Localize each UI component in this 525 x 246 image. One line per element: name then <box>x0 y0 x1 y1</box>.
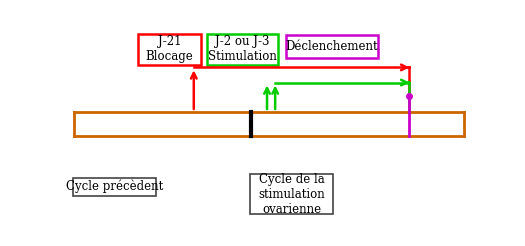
FancyBboxPatch shape <box>73 178 156 196</box>
Text: Cycle de la
stimulation
ovarienne: Cycle de la stimulation ovarienne <box>258 173 325 216</box>
Text: Déclenchement: Déclenchement <box>286 40 379 53</box>
Text: J-21
Blocage: J-21 Blocage <box>145 35 193 63</box>
FancyBboxPatch shape <box>286 35 378 58</box>
FancyBboxPatch shape <box>138 34 201 65</box>
FancyBboxPatch shape <box>250 174 333 214</box>
FancyBboxPatch shape <box>207 34 278 65</box>
Text: J-2 ou J-3
Stimulation: J-2 ou J-3 Stimulation <box>208 35 277 63</box>
Text: Cycle précèdent: Cycle précèdent <box>66 180 163 194</box>
